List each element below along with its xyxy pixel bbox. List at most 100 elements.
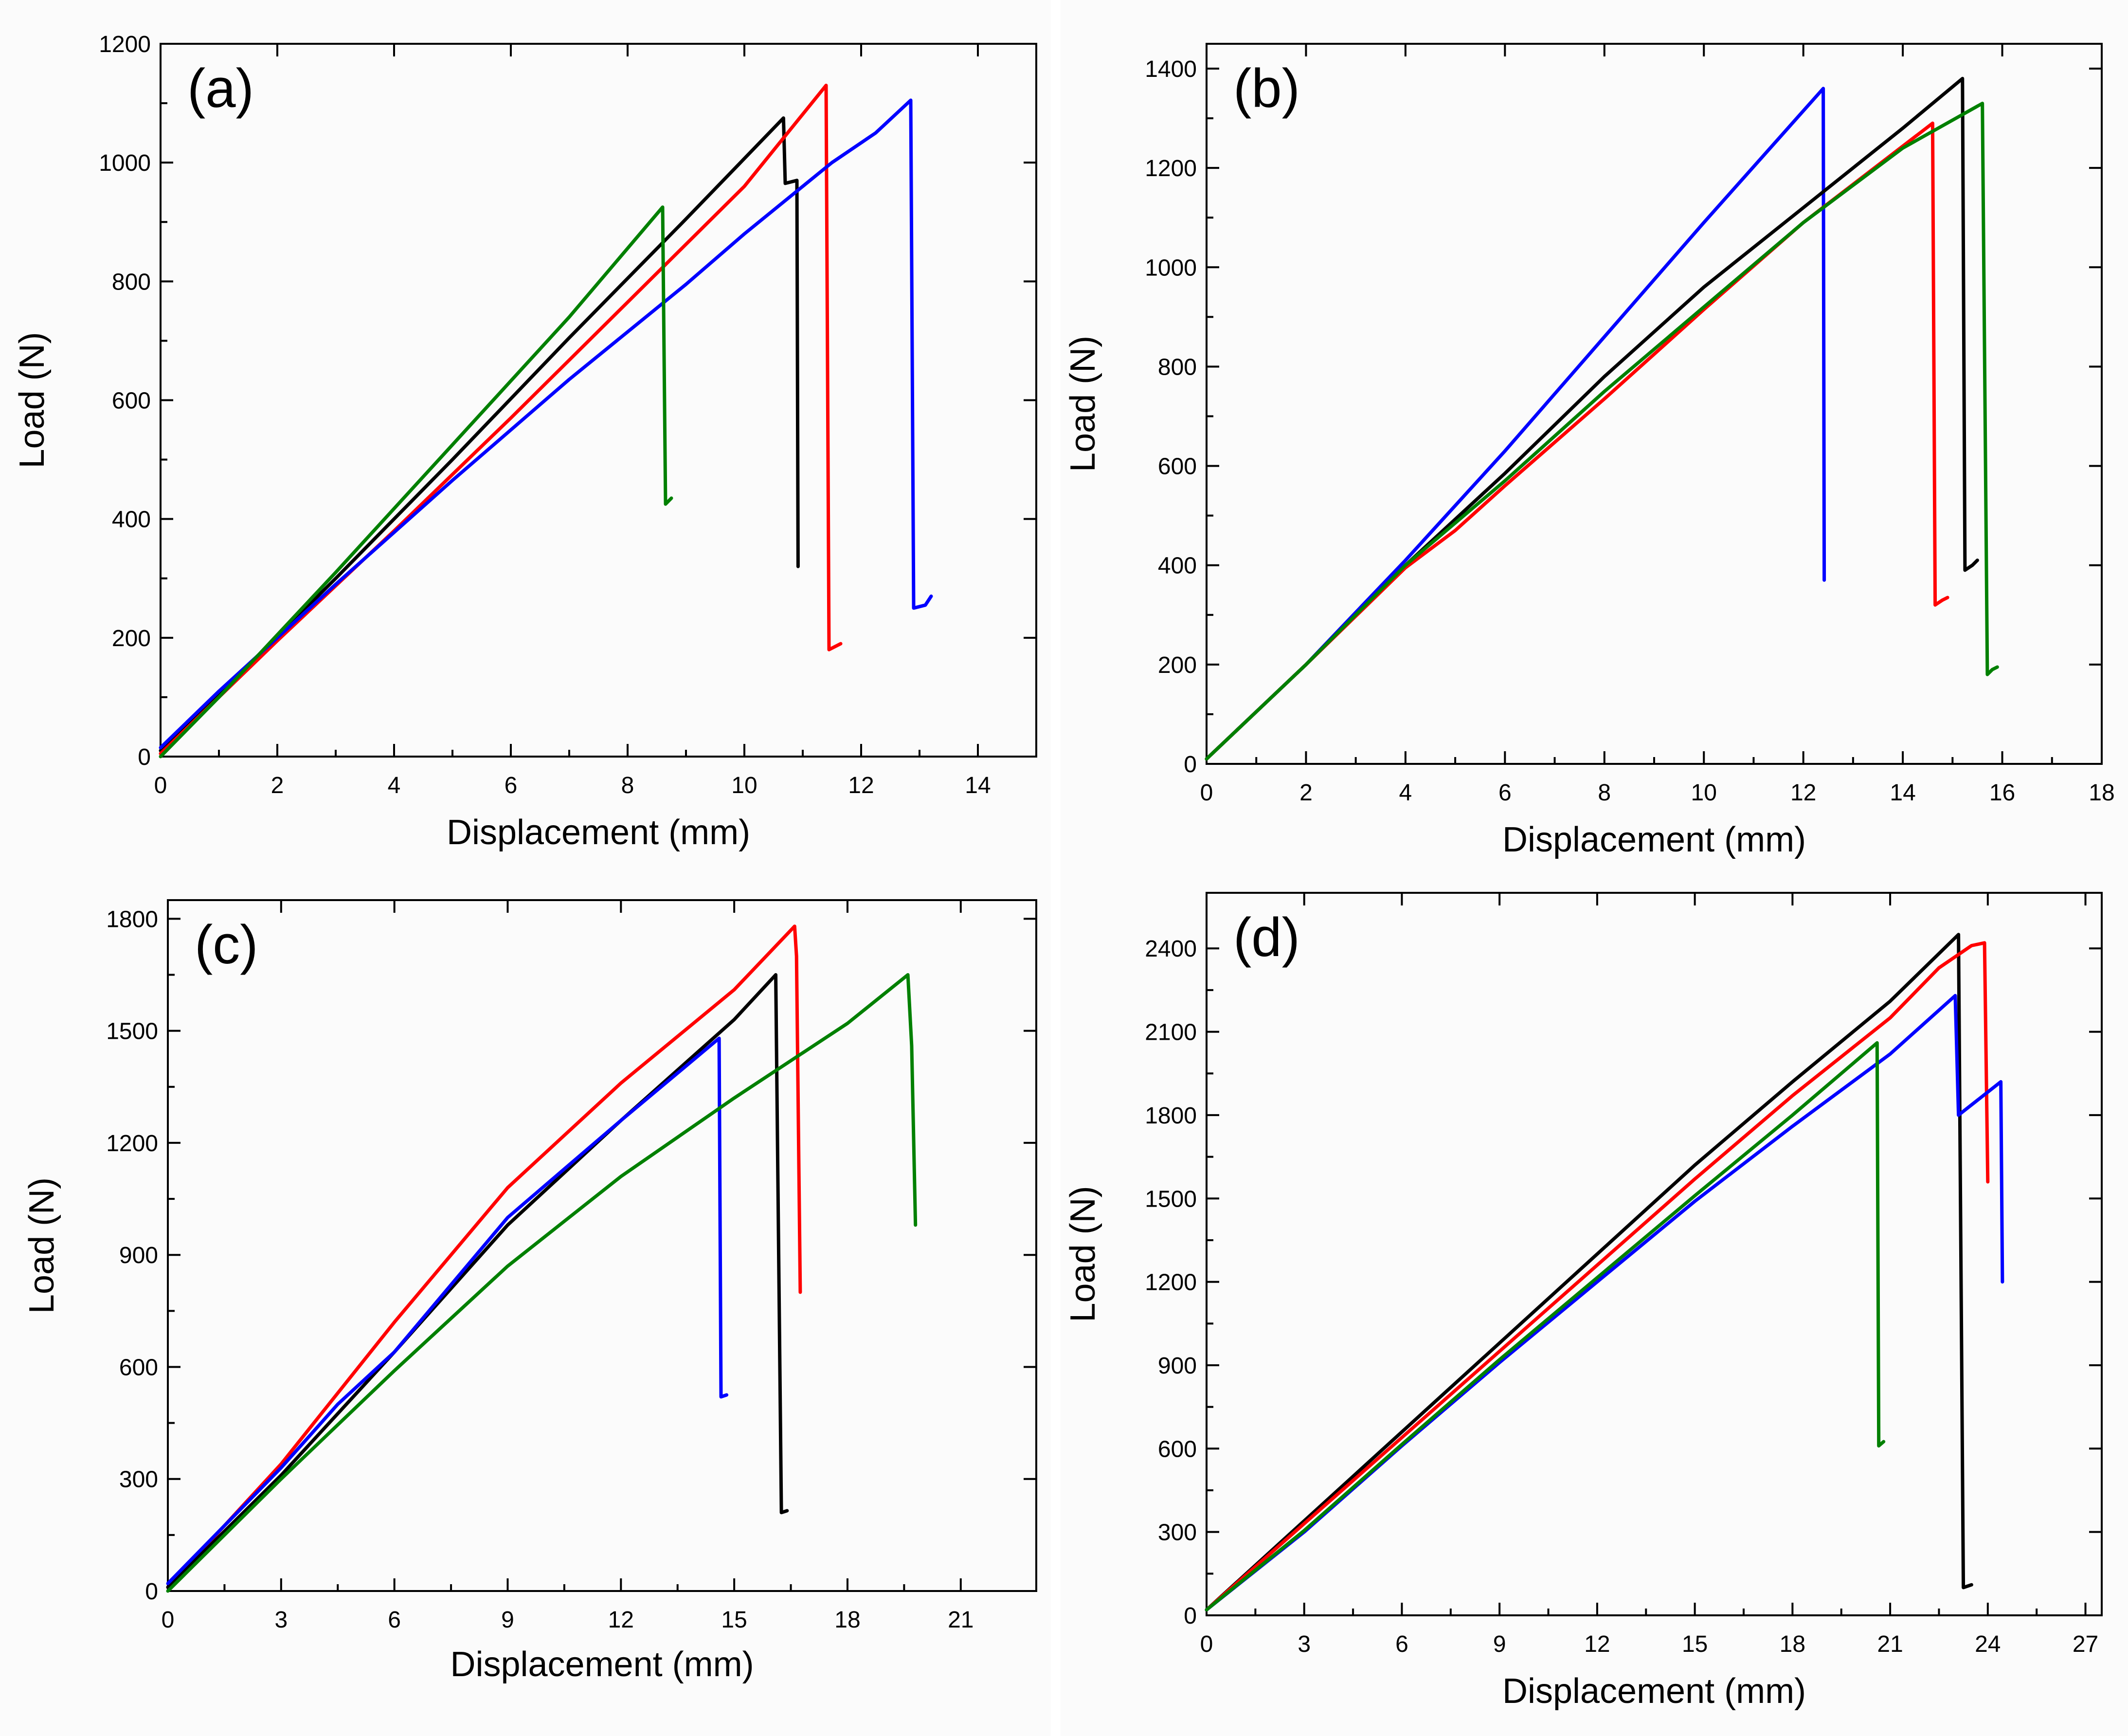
x-tick-label: 4 [388,773,401,798]
x-tick-label: 6 [1498,780,1512,806]
series-line-2 [159,98,933,750]
panel-label: (d) [1233,907,1300,968]
x-tick-label: 14 [965,773,991,798]
x-tick-label: 3 [1298,1631,1311,1657]
plot-frame [167,899,1037,1592]
x-tick-label: 12 [608,1607,634,1633]
series-line-2 [1205,121,1949,761]
y-tick-label: 1500 [106,1019,158,1045]
x-tick-label: 18 [2089,780,2114,806]
y-tick-label: 0 [1184,1603,1197,1629]
y-axis-title: Load (N) [1064,336,1102,472]
series-line-2 [166,1036,729,1586]
y-tick-label: 1000 [1145,255,1197,281]
x-tick-label: 0 [1200,780,1213,806]
y-axis-title: Load (N) [13,332,52,468]
series-line-0 [166,924,802,1589]
x-tick-label: 16 [1989,780,2015,806]
panel-label: (b) [1233,58,1300,119]
y-tick-label: 600 [119,1355,158,1380]
y-tick-label: 600 [112,388,151,414]
series-line-3 [1205,102,1999,761]
x-axis-title: Displacement (mm) [1502,820,1806,859]
y-tick-label: 600 [1158,1436,1197,1462]
x-tick-label: 9 [501,1607,514,1633]
x-tick-label: 12 [848,773,874,798]
chart-d: 0 3 6 9 12 15 18 21 24 27 0 300 600 900 1200 1500 1800 21… [1064,892,2103,1711]
series-line-1 [1205,941,1990,1612]
panel-d: 0 3 6 9 12 15 18 21 24 27 0 300 600 900 1200 1500 1800 21… [1061,871,2128,1736]
x-tick-label: 6 [388,1607,401,1633]
x-tick-label: 3 [274,1607,288,1633]
x-axis-title: Displacement (mm) [450,1645,754,1684]
series-line-3 [1205,1041,1886,1612]
x-tick-label: 0 [1200,1631,1213,1657]
x-tick-label: 8 [621,773,634,798]
panel-label: (a) [187,58,254,119]
y-tick-label: 300 [119,1467,158,1493]
x-tick-label: 21 [1877,1631,1903,1657]
plot-frame [1206,892,2103,1616]
y-tick-label: 1200 [1145,1270,1197,1296]
x-tick-label: 15 [721,1607,747,1633]
x-tick-label: 0 [154,773,167,798]
x-tick-label: 12 [1584,1631,1610,1657]
x-tick-label: 4 [1399,780,1412,806]
y-tick-label: 1000 [99,150,151,176]
x-tick-label: 0 [162,1607,175,1633]
x-tick-label: 10 [731,773,757,798]
x-tick-label: 14 [1890,780,1915,806]
y-tick-label: 900 [1158,1353,1197,1379]
x-tick-label: 6 [1395,1631,1408,1657]
x-tick-label: 6 [505,773,518,798]
x-tick-label: 8 [1598,780,1611,806]
x-axis-title: Displacement (mm) [1502,1672,1806,1711]
plot-frame [1206,43,2103,765]
panel-b: 0 2 4 6 8 10 12 14 16 18 0 200 400 600 800 1000 1200 1400… [1061,0,2128,871]
x-tick-label: 9 [1493,1631,1506,1657]
chart-a: 0 2 4 6 8 10 12 14 0 200 400 600 800 1000 1200 Displace… [13,32,1037,852]
panel-a: 0 2 4 6 8 10 12 14 0 200 400 600 800 1000 1200 Displace… [0,0,1051,871]
series-line-3 [159,205,673,759]
series-line-0 [1205,933,1973,1612]
x-tick-label: 2 [271,773,284,798]
y-tick-label: 400 [112,507,151,533]
x-tick-label: 18 [1780,1631,1805,1657]
x-tick-label: 15 [1682,1631,1708,1657]
x-tick-label: 2 [1299,780,1313,806]
chart-c: 0 3 6 9 12 15 18 21 0 300 600 900 1200 1500 1800 Displa… [22,899,1037,1684]
y-tick-label: 200 [112,626,151,651]
series-line-2 [1205,994,2004,1612]
series-line-1 [166,973,789,1589]
x-tick-label: 12 [1790,780,1816,806]
panel-label: (c) [195,914,258,975]
panel-c: 0 3 6 9 12 15 18 21 0 300 600 900 1200 1500 1800 Displa… [0,871,1051,1736]
x-tick-label: 18 [834,1607,860,1633]
y-tick-label: 0 [145,1579,158,1605]
x-tick-label: 27 [2073,1631,2098,1657]
y-tick-label: 300 [1158,1520,1197,1546]
y-axis-title: Load (N) [22,1177,61,1314]
y-tick-label: 1400 [1145,56,1197,82]
y-tick-label: 800 [1158,354,1197,380]
y-tick-label: 1500 [1145,1186,1197,1212]
plot-frame [160,43,1037,758]
y-tick-label: 2400 [1145,936,1197,962]
y-axis-title: Load (N) [1064,1186,1102,1322]
y-tick-label: 0 [1184,752,1197,778]
x-tick-label: 21 [948,1607,974,1633]
y-tick-label: 1200 [1145,156,1197,181]
y-tick-label: 1800 [1145,1103,1197,1129]
x-axis-title: Displacement (mm) [447,813,750,852]
y-tick-label: 600 [1158,454,1197,480]
y-tick-label: 200 [1158,652,1197,678]
chart-b: 0 2 4 6 8 10 12 14 16 18 0 200 400 600 800 1000 1200 1400… [1064,43,2115,859]
y-tick-label: 0 [138,744,151,770]
y-tick-label: 1200 [106,1131,158,1157]
x-tick-label: 10 [1691,780,1717,806]
y-tick-label: 1200 [99,32,151,57]
y-tick-label: 400 [1158,553,1197,579]
x-tick-label: 24 [1975,1631,2001,1657]
y-tick-label: 800 [112,269,151,295]
series-line-0 [1205,87,1826,761]
